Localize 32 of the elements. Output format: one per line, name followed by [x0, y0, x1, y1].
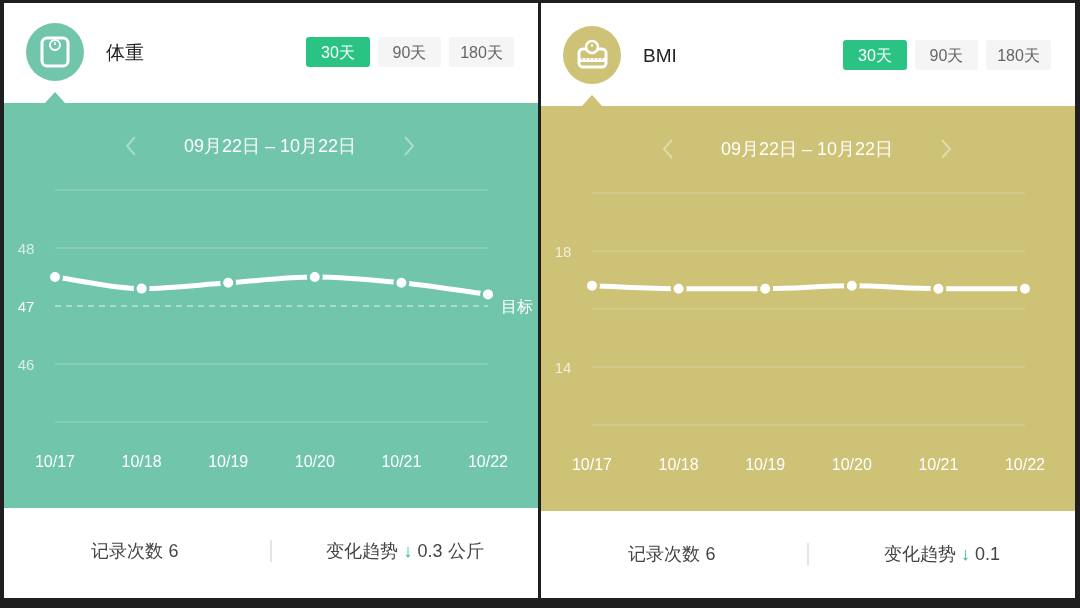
x-tick-label: 10/22	[467, 452, 509, 470]
text: 180天	[460, 43, 503, 61]
text: 变化趋势 ↓ 0.3 公斤	[326, 541, 484, 561]
x-tick-label: 10/20	[831, 455, 872, 473]
text: 90天	[392, 43, 427, 61]
text: 记录次数 6	[91, 541, 179, 561]
x-tick-label: 10/17	[571, 455, 613, 473]
text: 记录次数 6	[628, 544, 716, 564]
text: 180天	[997, 46, 1040, 64]
x-tick-label: 10/21	[381, 452, 422, 470]
chart-title: BMI	[643, 44, 677, 66]
y-tick-label: 47	[17, 297, 35, 315]
x-tick-label: 10/19	[208, 452, 249, 470]
x-tick-label: 10/21	[918, 455, 959, 473]
x-tick-label: 10/19	[745, 455, 786, 473]
ref-line-label: 目标	[501, 297, 533, 315]
text: 30天	[321, 43, 355, 61]
x-tick-label: 10/18	[658, 455, 699, 473]
text: 30天	[858, 46, 892, 64]
text: 90天	[929, 46, 964, 64]
x-tick-label: 10/22	[1004, 455, 1046, 473]
x-tick-label: 10/20	[294, 452, 335, 470]
y-tick-label: 48	[17, 239, 35, 257]
x-tick-label: 10/18	[121, 452, 162, 470]
chart-subtitle: 09月22日 – 10月22日	[183, 136, 357, 156]
y-tick-label: 14	[554, 358, 572, 376]
chart-title: 体重	[106, 41, 144, 63]
y-tick-label: 18	[554, 242, 572, 260]
text: 变化趋势 ↓ 0.1	[883, 544, 1001, 564]
x-tick-label: 10/17	[34, 452, 76, 470]
y-tick-label: 46	[17, 355, 35, 373]
chart-subtitle: 09月22日 – 10月22日	[720, 139, 894, 159]
